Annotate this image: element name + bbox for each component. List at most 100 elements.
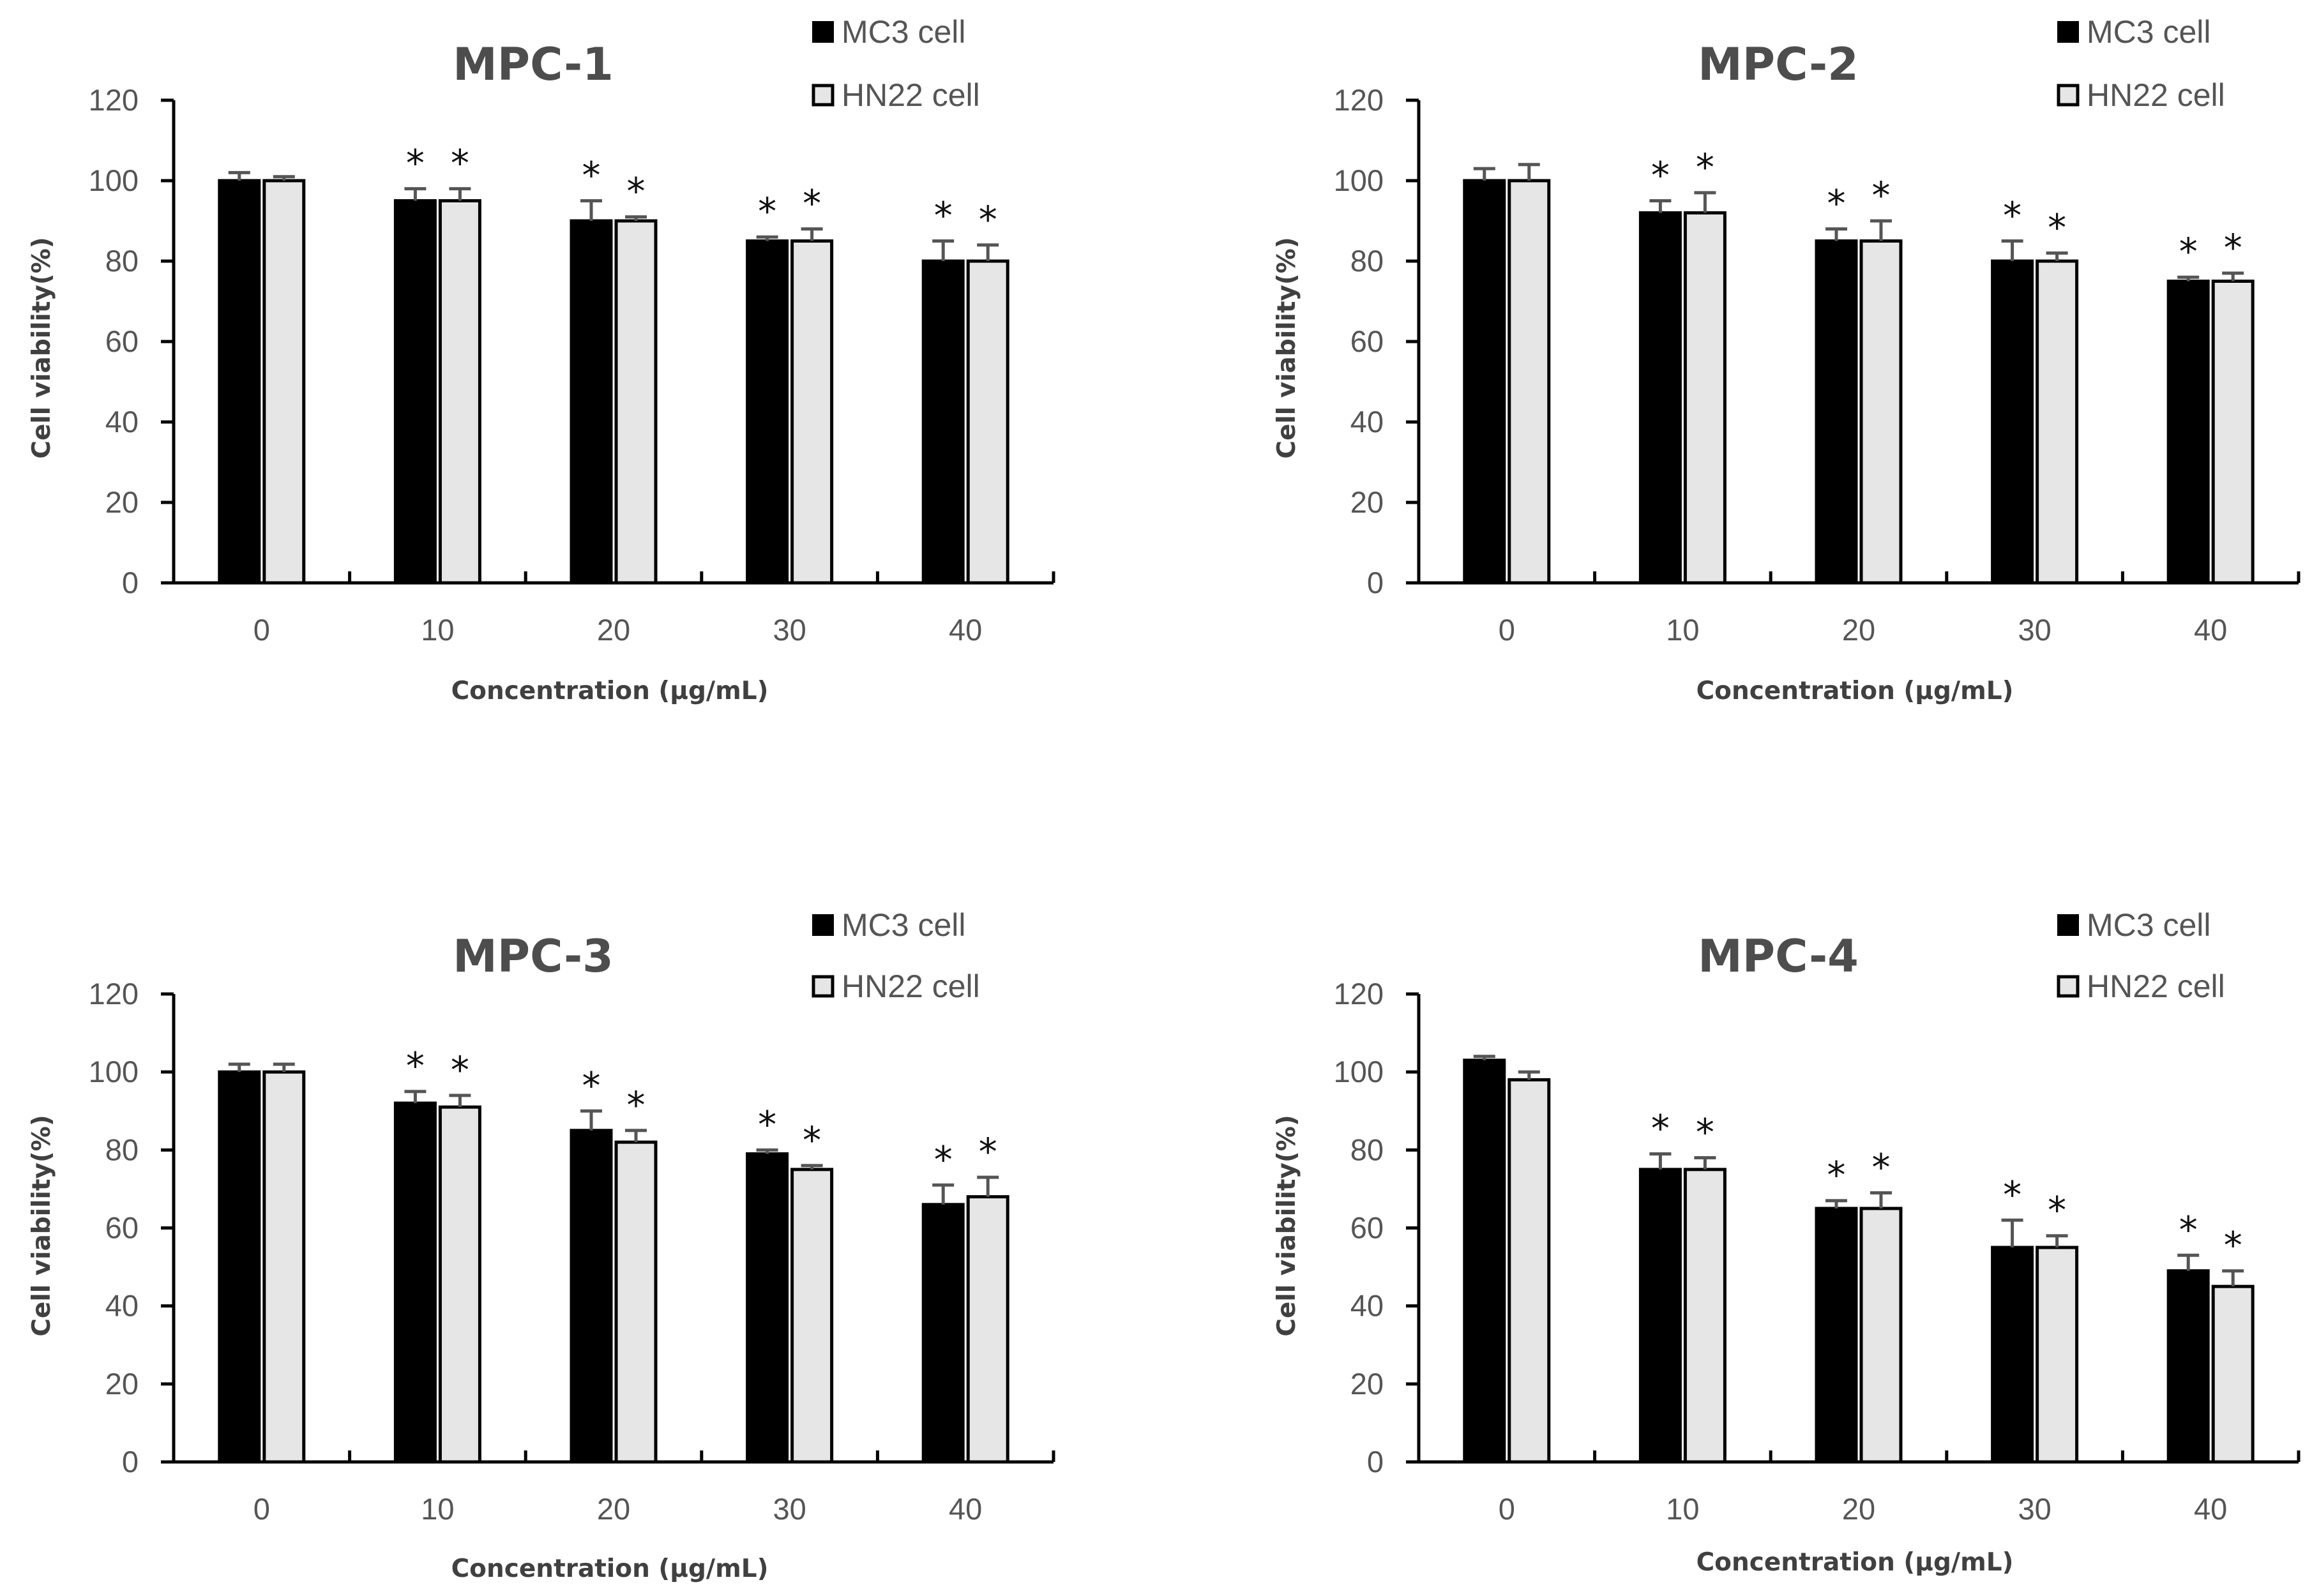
bar-mc3: [218, 1070, 261, 1464]
significance-star: *: [1872, 174, 1891, 217]
y-tick-label: 60: [1350, 324, 1384, 358]
y-axis-label: Cell viability(%): [1273, 1115, 1301, 1336]
bar-hn22: [438, 199, 481, 585]
x-axis-label: Concentration (μg/mL): [1696, 1548, 2014, 1577]
significance-star: *: [979, 198, 997, 241]
y-tick-label: 40: [105, 1289, 139, 1323]
chart-panel-mpc-4: MPC-4 Cell viability(%) Concentration (μ…: [1273, 907, 2301, 1577]
significance-star: *: [1696, 146, 1714, 189]
y-tick-label: 20: [105, 485, 139, 519]
y-tick-label: 0: [1367, 566, 1384, 599]
y-tick-label: 40: [1350, 1289, 1384, 1323]
significance-star: *: [803, 1118, 821, 1162]
legend-swatch-mc3: [812, 21, 834, 43]
bar-mc3: [746, 1152, 789, 1464]
plot-area: 0 20 40 60 80 100 120 0 * * 10 * * 20 * * 30 * * 40: [1334, 977, 2301, 1526]
legend-label-mc3: MC3 cell: [842, 907, 965, 943]
chart-title: MPC-3: [453, 930, 614, 982]
bar-hn22: [438, 1105, 481, 1464]
x-tick-label: 30: [773, 1492, 806, 1526]
chart-title: MPC-2: [1698, 38, 1859, 91]
bar-mc3: [921, 259, 965, 585]
bar-hn22: [966, 259, 1009, 585]
x-tick-label: 40: [949, 1492, 982, 1526]
x-tick-label: 0: [1499, 613, 1515, 647]
x-tick-label: 20: [597, 613, 630, 647]
x-tick-label: 30: [2018, 1492, 2051, 1526]
bar-mc3: [570, 1129, 613, 1464]
bar-mc3: [1638, 1168, 1682, 1464]
bar-hn22: [1683, 211, 1726, 585]
y-tick-label: 80: [1350, 1133, 1384, 1166]
legend-swatch-mc3: [2057, 914, 2079, 936]
y-axis-label: Cell viability(%): [1273, 237, 1301, 458]
y-tick-label: 80: [105, 1133, 139, 1166]
legend-label-hn22: HN22 cell: [842, 968, 980, 1004]
significance-star: *: [1872, 1146, 1891, 1189]
legend-swatch-hn22: [2057, 84, 2080, 107]
chart-panel-mpc-1: MPC-1 Cell viability(%) Concentration (μ…: [27, 14, 1055, 705]
bar-mc3: [921, 1203, 965, 1464]
bar-mc3: [1463, 1058, 1506, 1464]
significance-star: *: [1651, 154, 1670, 197]
significance-star: *: [934, 194, 953, 237]
y-tick-label: 60: [1350, 1211, 1384, 1245]
y-tick-label: 40: [1350, 405, 1384, 439]
bar-hn22: [790, 239, 834, 585]
x-tick-label: 40: [2194, 613, 2227, 647]
y-tick-label: 120: [89, 83, 139, 117]
chart-panel-mpc-3: MPC-3 Cell viability(%) Concentration (μ…: [27, 907, 1055, 1583]
legend-label-hn22: HN22 cell: [2087, 968, 2225, 1004]
significance-star: *: [2179, 1208, 2198, 1251]
significance-star: *: [2048, 1189, 2066, 1232]
x-tick-label: 30: [2018, 613, 2051, 647]
y-tick-label: 100: [89, 163, 139, 197]
x-tick-label: 10: [421, 1492, 454, 1526]
plot-area: 0 20 40 60 80 100 120 0 * * 10 * * 20 * * 30 * * 40: [1334, 83, 2301, 647]
legend-swatch-mc3: [812, 914, 834, 936]
x-tick-label: 10: [421, 613, 454, 647]
significance-star: *: [758, 1103, 776, 1146]
bar-mc3: [393, 1101, 437, 1464]
bar-mc3: [218, 179, 261, 585]
y-tick-label: 80: [1350, 244, 1384, 278]
bar-hn22: [262, 1070, 306, 1464]
plot-area: 0 20 40 60 80 100 120 0 * * 10 * * 20 * * 30 * * 40: [89, 83, 1055, 647]
y-tick-label: 0: [122, 566, 139, 599]
x-axis-label: Concentration (μg/mL): [1696, 677, 2014, 705]
bar-hn22: [614, 219, 658, 585]
x-tick-label: 40: [949, 613, 982, 647]
legend-label-hn22: HN22 cell: [2087, 77, 2225, 113]
bar-hn22: [614, 1140, 658, 1464]
bar-mc3: [570, 219, 613, 585]
x-tick-label: 10: [1666, 1492, 1699, 1526]
significance-star: *: [2224, 1224, 2242, 1267]
bar-hn22: [966, 1195, 1009, 1464]
bar-hn22: [262, 179, 306, 585]
significance-star: *: [1651, 1106, 1670, 1150]
x-tick-label: 0: [253, 1492, 270, 1526]
y-tick-label: 80: [105, 244, 139, 278]
x-tick-label: 20: [1842, 1492, 1875, 1526]
y-tick-label: 20: [105, 1367, 139, 1401]
legend-label-mc3: MC3 cell: [2087, 14, 2210, 50]
bar-hn22: [2036, 1246, 2079, 1464]
y-tick-label: 0: [1367, 1445, 1384, 1479]
x-tick-label: 0: [253, 613, 270, 647]
significance-star: *: [1827, 1154, 1846, 1197]
bar-mc3: [393, 199, 437, 585]
significance-star: *: [627, 1083, 646, 1127]
bar-hn22: [2036, 259, 2079, 585]
significance-star: *: [406, 142, 425, 185]
y-tick-label: 100: [1334, 1055, 1384, 1088]
significance-star: *: [451, 1048, 469, 1092]
y-axis-label: Cell viability(%): [27, 237, 56, 458]
legend-label-hn22: HN22 cell: [842, 77, 980, 113]
y-tick-label: 60: [105, 324, 139, 358]
significance-star: *: [803, 182, 821, 225]
x-axis-label: Concentration (μg/mL): [451, 677, 769, 705]
chart-title: MPC-4: [1698, 930, 1859, 982]
bar-hn22: [1683, 1168, 1726, 1464]
